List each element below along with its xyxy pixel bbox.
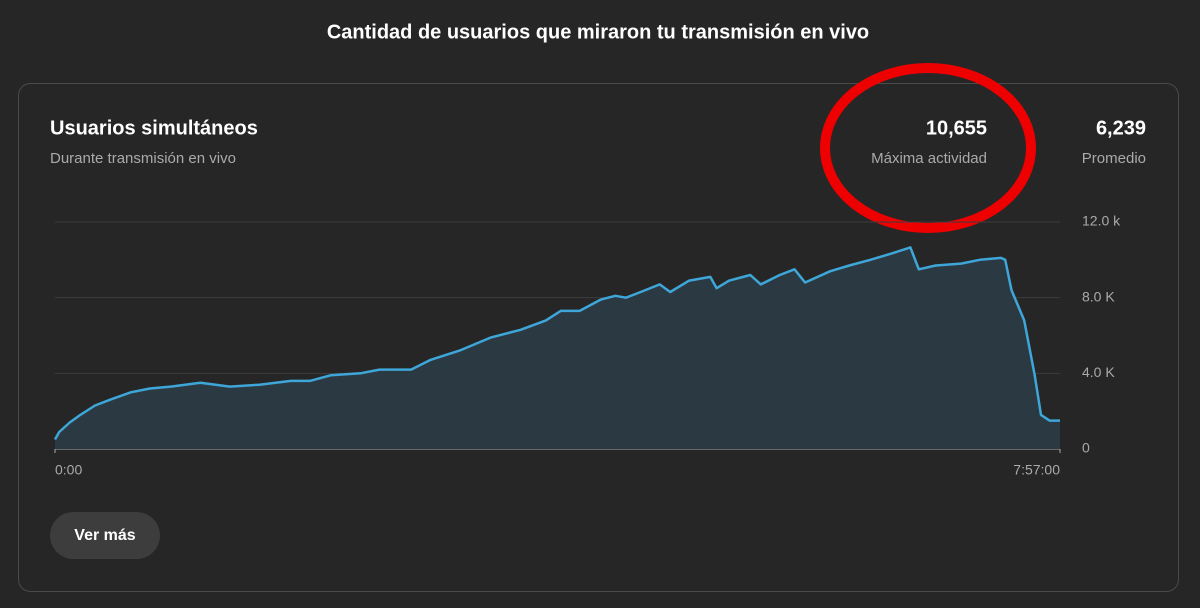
highlight-circle	[820, 63, 1036, 233]
x-tick-label: 0:00	[55, 462, 82, 478]
area-fill	[55, 247, 1060, 449]
y-tick-label: 12.0 k	[1082, 213, 1121, 229]
x-tick-label: 7:57:00	[1013, 462, 1060, 478]
button[interactable]	[50, 512, 160, 559]
page-title: Cantidad de usuarios que miraron tu tran…	[327, 21, 869, 43]
stat-value: 6,239	[1096, 117, 1146, 139]
chart: 0 4.0 K 8.0 K 12.0 k 0:00 7:57:00	[53, 213, 1121, 478]
stat-value: 10,655	[926, 117, 987, 139]
card-subtitle: Durante transmisión en vivo	[50, 150, 236, 167]
button-label[interactable]: Ver más	[74, 527, 135, 544]
line	[53, 246, 1060, 441]
stat-label: Promedio	[1082, 150, 1146, 167]
y-tick-label: 8.0 K	[1082, 288, 1115, 304]
stat-label: Máxima actividad	[871, 150, 987, 167]
y-tick-label: 0	[1082, 440, 1090, 456]
card-title: Usuarios simultáneos	[50, 117, 258, 139]
y-tick-label: 4.0 K	[1082, 364, 1115, 380]
